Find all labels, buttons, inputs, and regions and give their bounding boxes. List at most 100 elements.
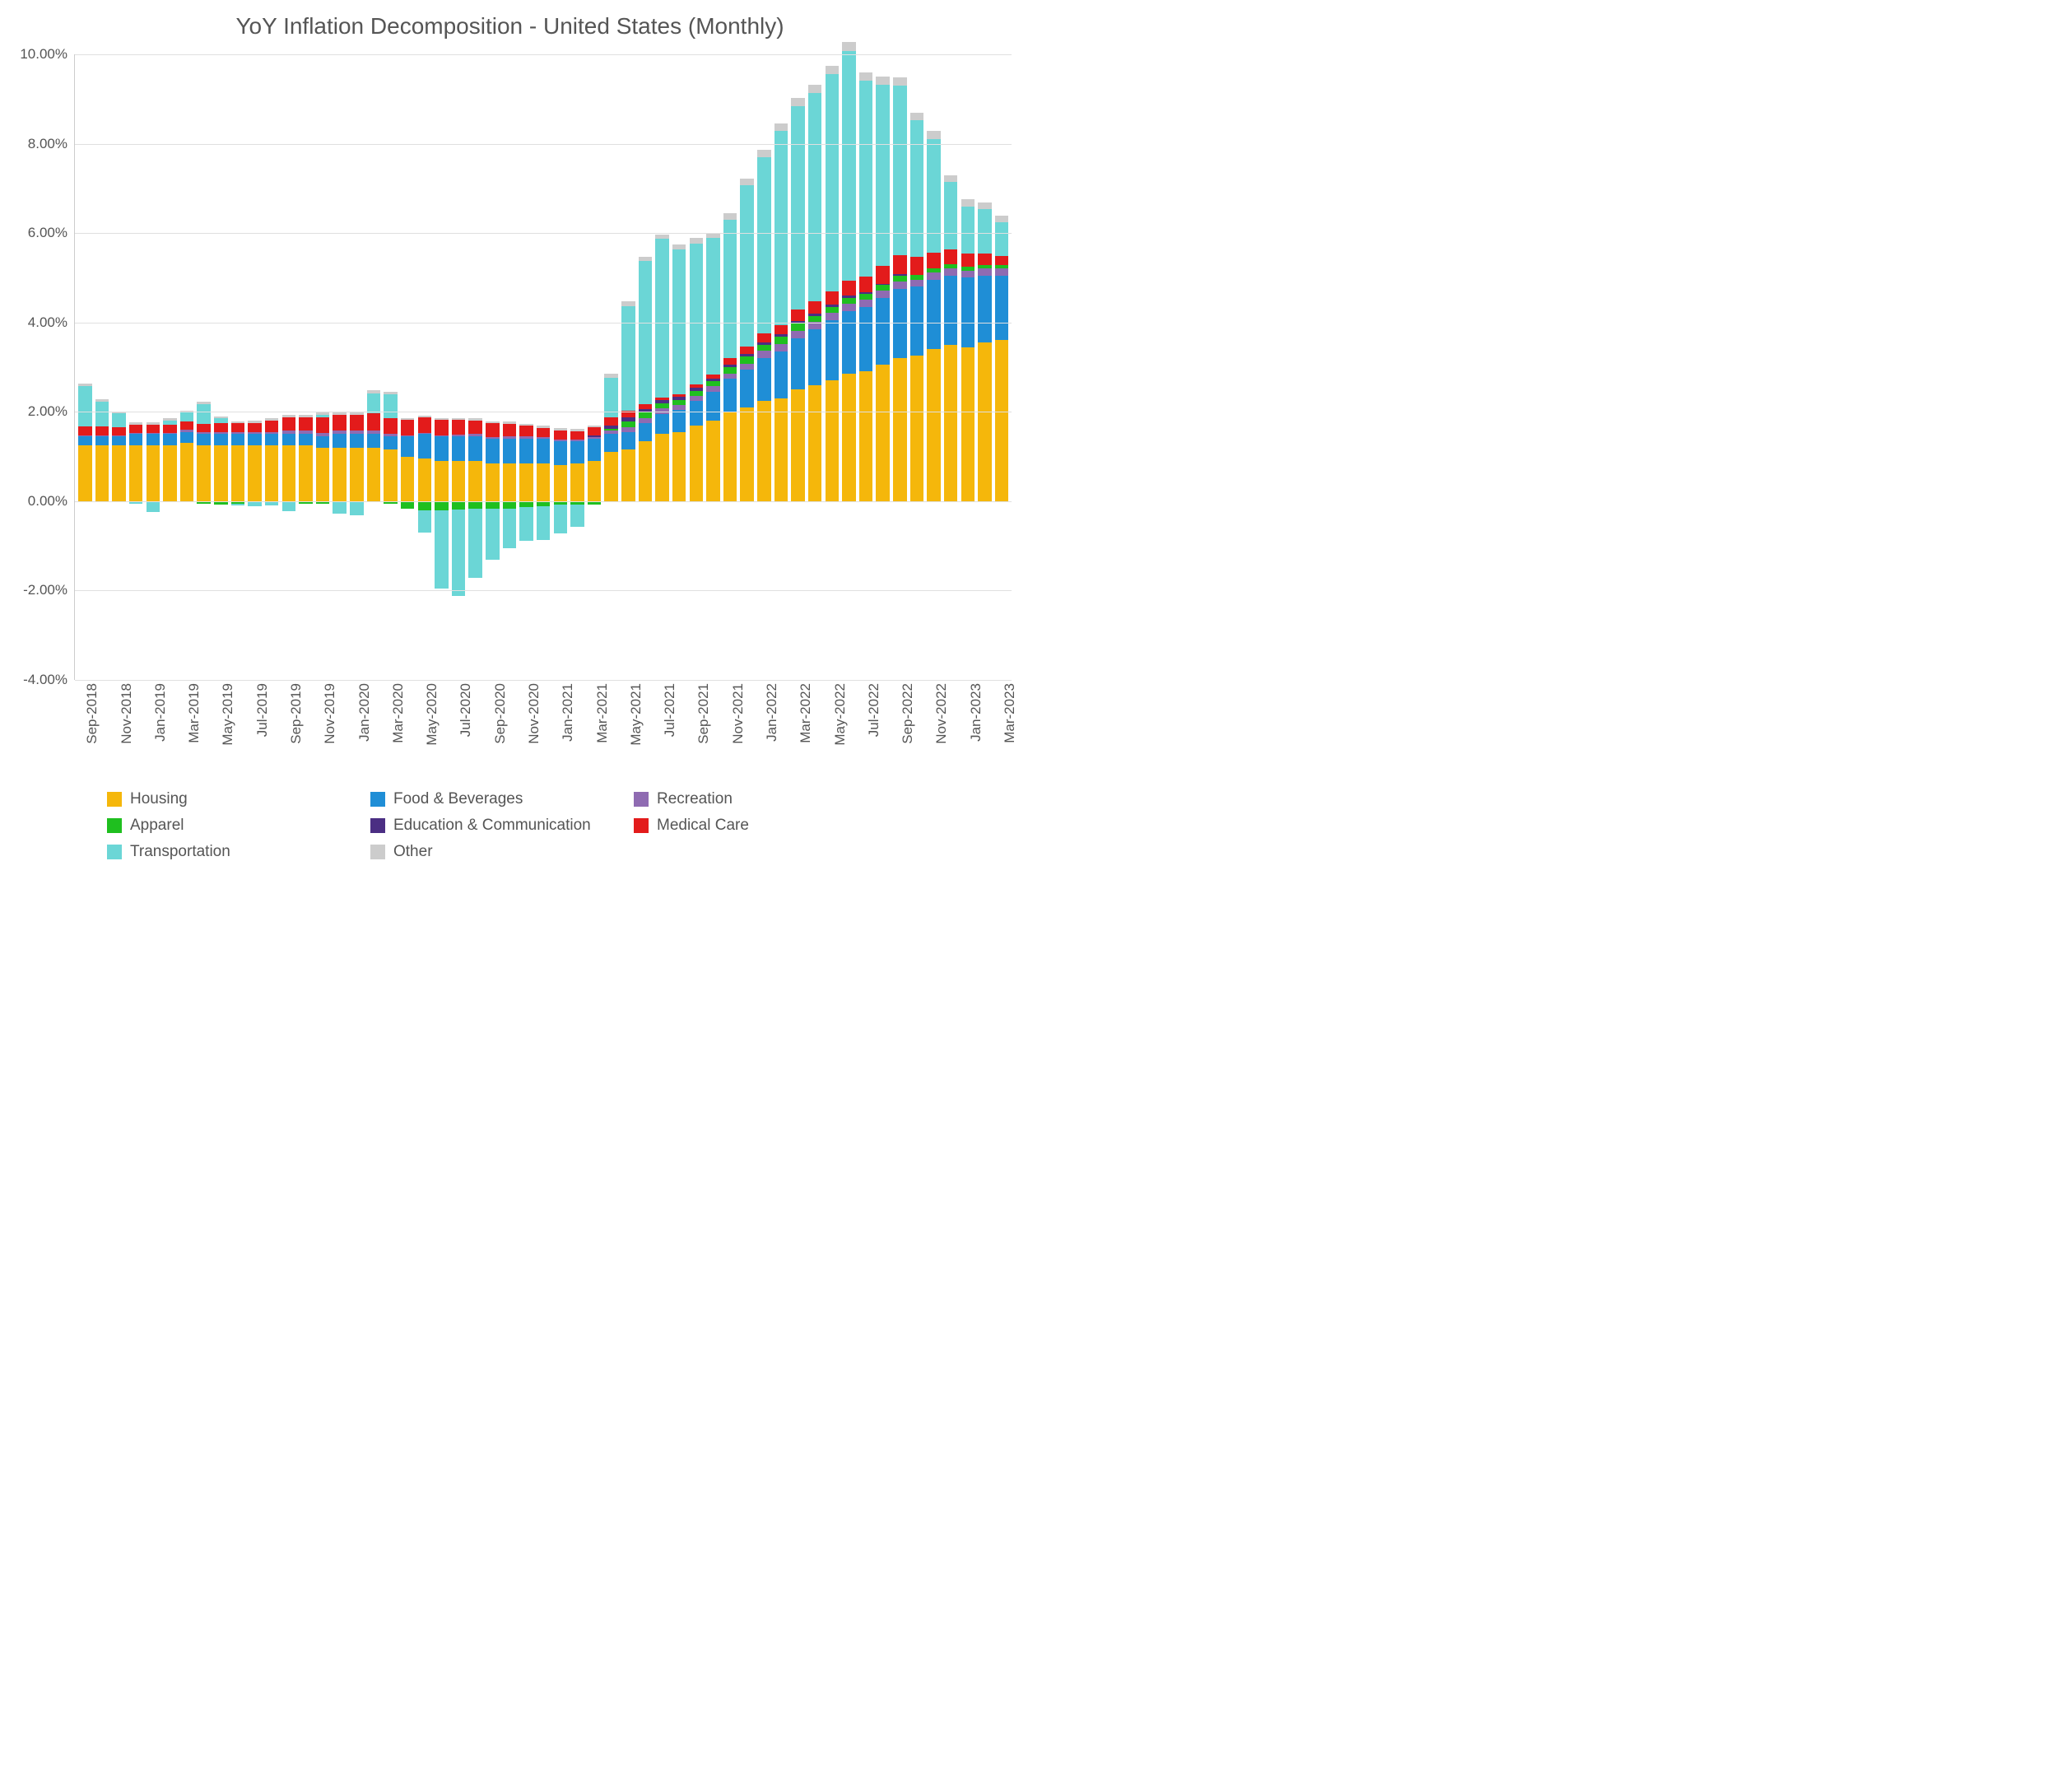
bar-segment-transportation — [944, 182, 958, 249]
bar-segment-medical — [78, 426, 92, 435]
x-tick — [93, 680, 110, 779]
bar-segment-other — [384, 392, 398, 394]
x-tick — [670, 680, 687, 779]
bar-segment-apparel — [435, 501, 449, 510]
bar-segment-food — [316, 436, 330, 448]
bar-segment-transportation — [842, 51, 856, 282]
bar-segment-apparel — [791, 323, 805, 331]
bar-segment-transportation — [316, 415, 330, 417]
x-tick: Jan-2019 — [144, 680, 161, 779]
x-tick — [908, 680, 925, 779]
bar-segment-recreation — [706, 386, 720, 392]
bar — [297, 54, 314, 680]
bar-segment-recreation — [588, 437, 602, 439]
bar-segment-apparel — [655, 403, 669, 408]
bar-segment-apparel — [604, 429, 618, 431]
x-tick — [296, 680, 314, 779]
bar-segment-food — [163, 434, 177, 445]
bar-segment-apparel — [621, 421, 635, 428]
x-tick — [534, 680, 551, 779]
bar-segment-medical — [197, 424, 211, 432]
bar-segment-housing — [723, 412, 737, 501]
x-tick — [705, 680, 722, 779]
bar-segment-housing — [791, 389, 805, 501]
y-tick-label: 8.00% — [28, 136, 67, 152]
bar-segment-apparel — [690, 391, 704, 395]
bar-segment-food — [333, 434, 347, 447]
bar-segment-medical — [826, 291, 840, 305]
bar-segment-medical — [706, 375, 720, 379]
bar-segment-transportation — [248, 502, 262, 506]
bar-segment-recreation — [570, 440, 584, 441]
bar-segment-medical — [791, 310, 805, 321]
bar-segment-other — [910, 113, 924, 120]
bar-segment-recreation — [757, 351, 771, 358]
x-tick — [194, 680, 212, 779]
chart-title: YoY Inflation Decomposition - United Sta… — [8, 13, 1012, 40]
chart-container: YoY Inflation Decomposition - United Sta… — [0, 0, 1028, 896]
bar-segment-transportation — [367, 393, 381, 413]
bar — [993, 54, 1011, 680]
plot-area — [74, 54, 1012, 680]
bar-segment-food — [570, 441, 584, 463]
bar-segment-medical — [655, 398, 669, 400]
bar-segment-transportation — [112, 413, 126, 426]
bar-segment-apparel — [672, 400, 686, 405]
bar-segment-apparel — [893, 276, 907, 282]
bar-segment-transportation — [893, 86, 907, 255]
x-tick — [263, 680, 280, 779]
bar-segment-recreation — [740, 364, 754, 370]
legend-label: Housing — [130, 790, 188, 808]
bar-segment-housing — [570, 463, 584, 501]
bar-segment-apparel — [519, 501, 533, 508]
bar-segment-education — [723, 365, 737, 367]
x-tick — [807, 680, 824, 779]
bar — [399, 54, 416, 680]
bar-segment-other — [468, 418, 482, 421]
legend-item-other: Other — [370, 843, 634, 861]
bar-segment-recreation — [435, 435, 449, 437]
x-tick: Jul-2021 — [654, 680, 671, 779]
bar — [671, 54, 688, 680]
bar-segment-recreation — [876, 291, 890, 298]
bar-segment-medical — [316, 417, 330, 433]
bar-segment-transportation — [486, 509, 500, 560]
bar-segment-housing — [333, 448, 347, 501]
bar-segment-other — [859, 72, 873, 81]
bar-segment-food — [978, 276, 992, 342]
bar-segment-medical — [588, 427, 602, 435]
bar-segment-medical — [808, 301, 822, 314]
chart-body: -4.00%-2.00%0.00%2.00%4.00%6.00%8.00%10.… — [8, 54, 1012, 680]
bar-segment-medical — [842, 281, 856, 296]
x-tick — [467, 680, 484, 779]
bar-segment-apparel — [808, 316, 822, 323]
x-tick: Nov-2020 — [518, 680, 535, 779]
bar-segment-other — [299, 415, 313, 417]
bar-segment-apparel — [842, 298, 856, 305]
bar-segment-recreation — [231, 432, 245, 434]
bar — [654, 54, 671, 680]
bar-segment-other — [78, 384, 92, 386]
bar-segment-other — [621, 301, 635, 305]
bar-segment-housing — [435, 461, 449, 501]
bar-segment-recreation — [978, 268, 992, 276]
bars-container — [75, 54, 1012, 680]
bar-segment-food — [944, 276, 958, 345]
bar-segment-food — [384, 436, 398, 449]
x-tick: Nov-2022 — [925, 680, 942, 779]
bar-segment-medical — [384, 418, 398, 434]
bar — [789, 54, 807, 680]
bar-segment-other — [418, 416, 432, 417]
bar-segment-other — [639, 257, 653, 261]
bar-segment-education — [826, 305, 840, 307]
bar-segment-education — [690, 388, 704, 391]
bar-segment-housing — [367, 448, 381, 501]
bar-segment-food — [282, 434, 296, 445]
bar-segment-housing — [468, 461, 482, 501]
bar-segment-other — [588, 426, 602, 428]
gridline — [75, 233, 1012, 234]
bar-segment-food — [639, 423, 653, 441]
bar-segment-other — [604, 374, 618, 377]
bar-segment-housing — [706, 421, 720, 501]
legend-swatch — [370, 792, 385, 807]
